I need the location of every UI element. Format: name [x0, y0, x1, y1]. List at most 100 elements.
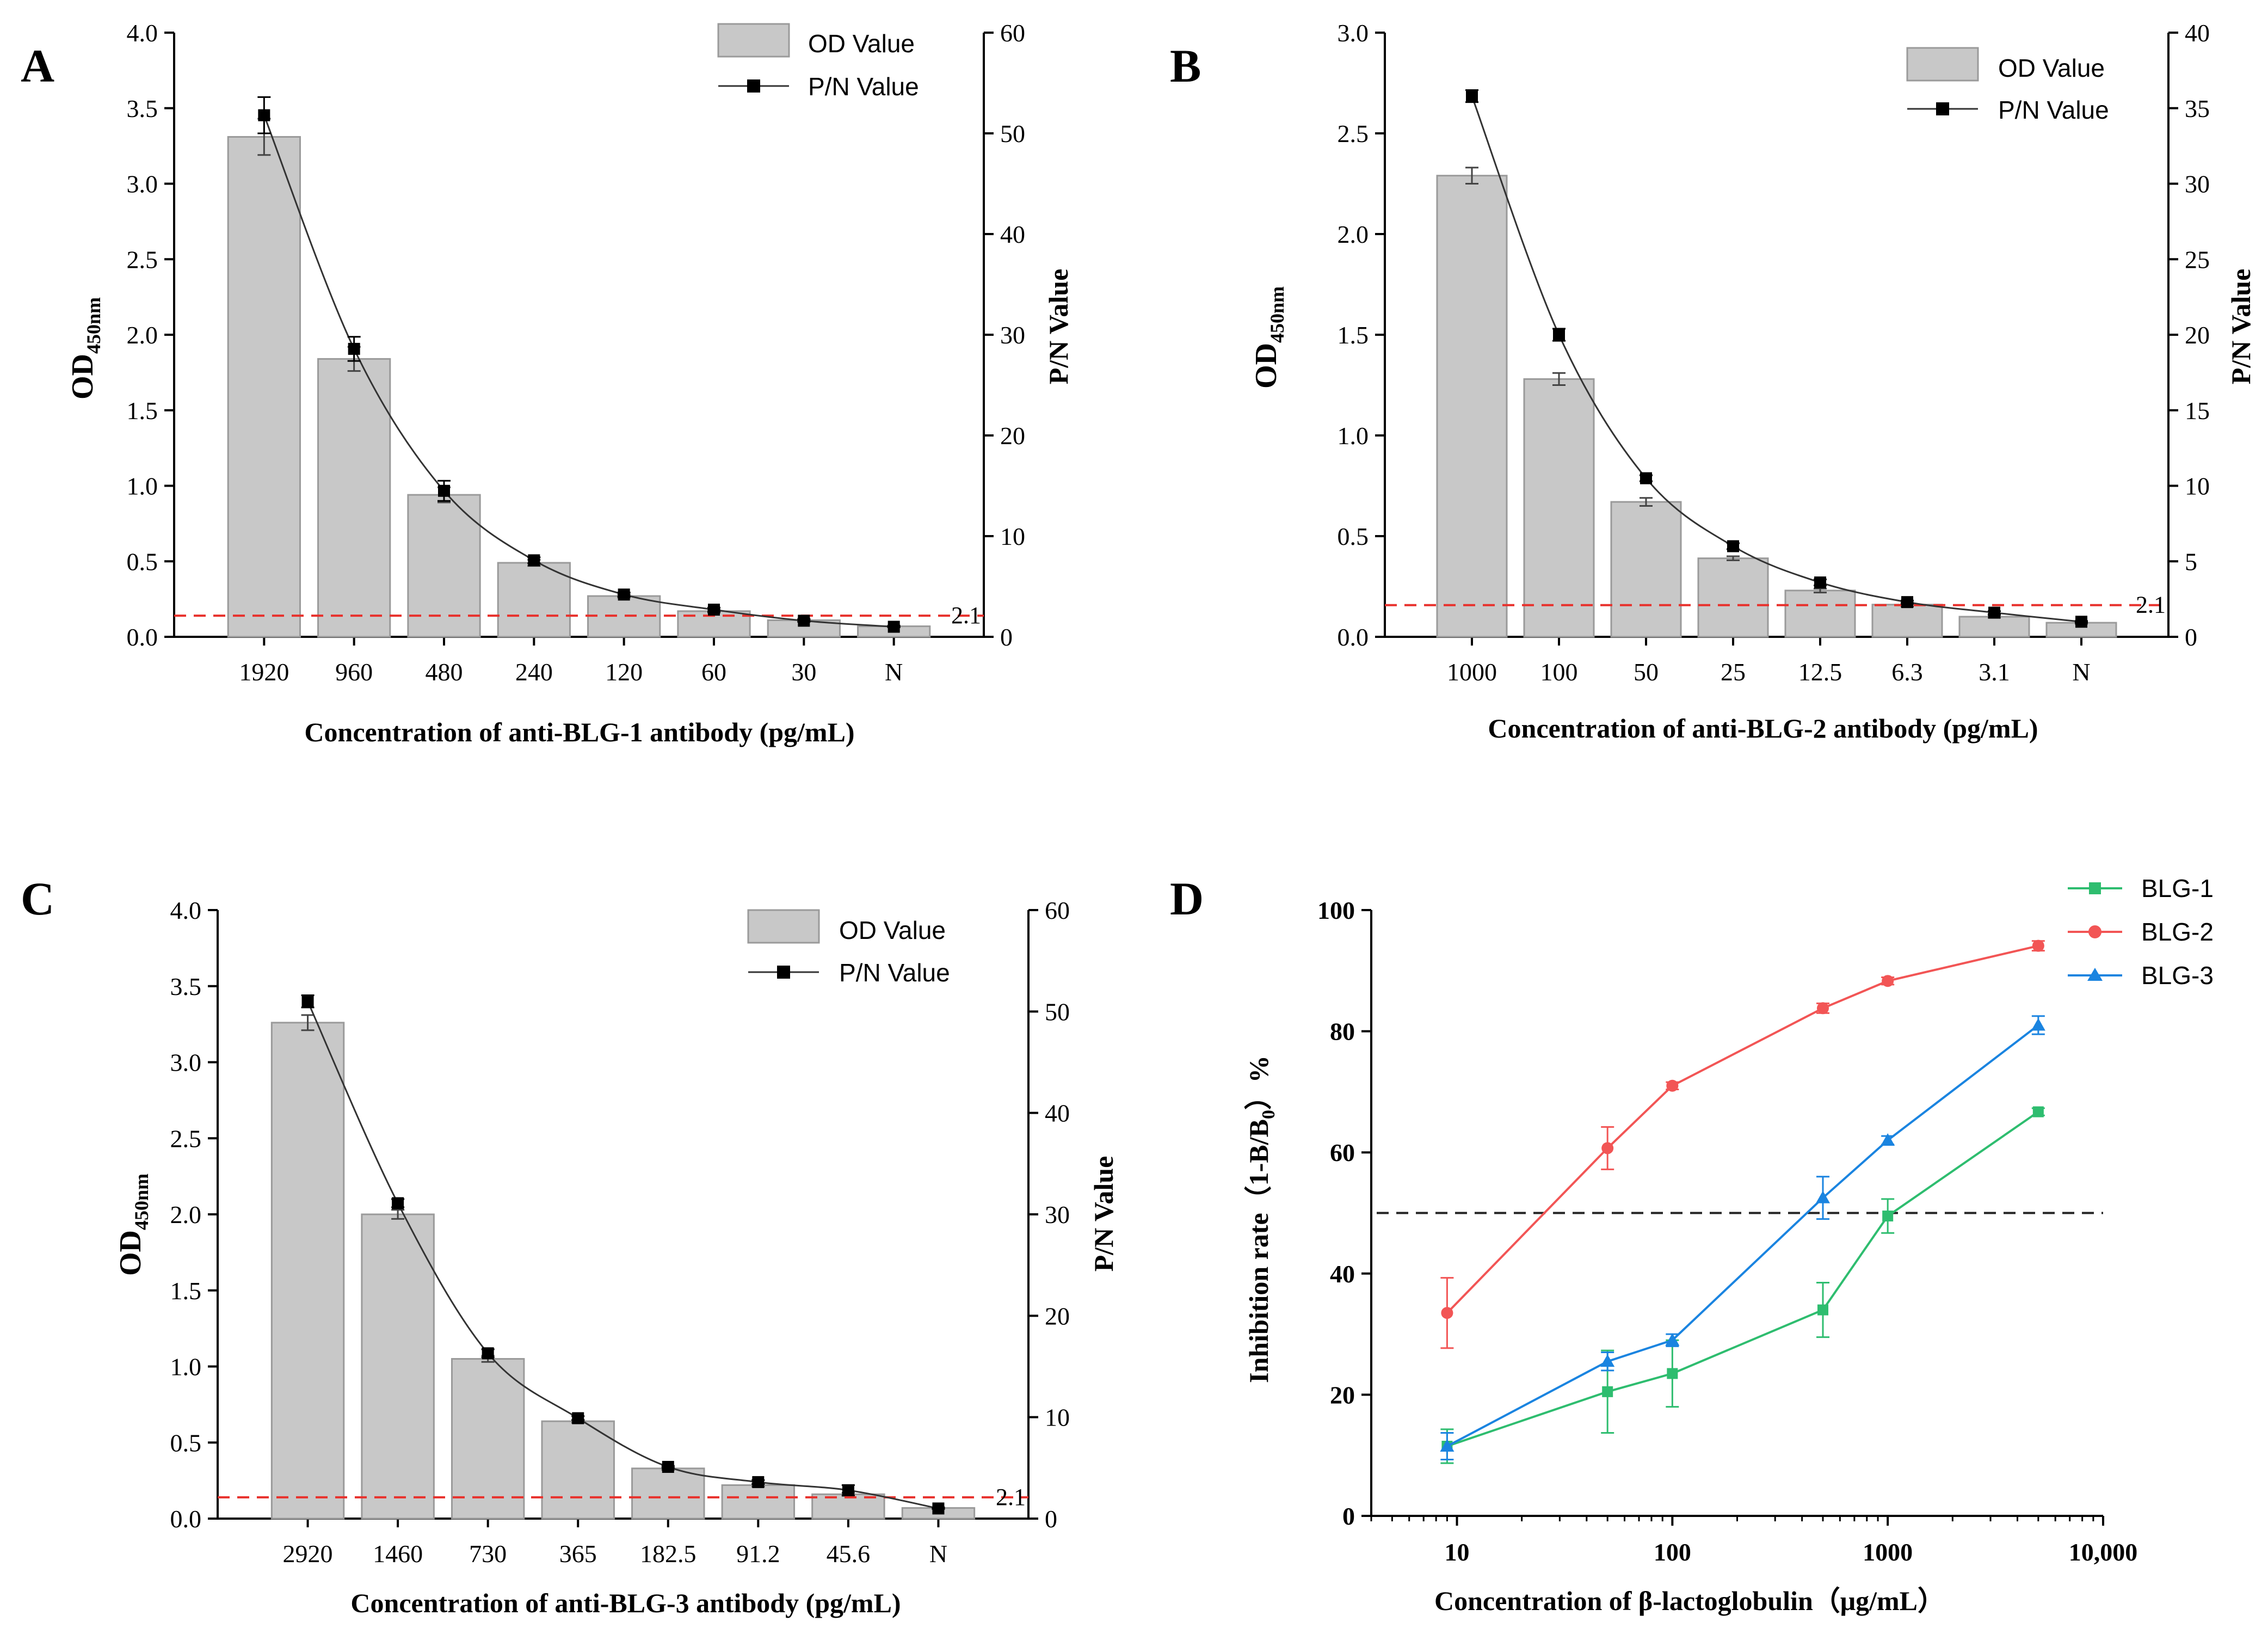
od-bar	[1436, 175, 1508, 638]
legend-blg2-marker	[2088, 925, 2101, 938]
pn-point	[1553, 329, 1565, 341]
od-bar	[317, 358, 391, 638]
x-tick-label: 730	[469, 1540, 507, 1568]
legend-pn-marker	[1936, 102, 1949, 115]
blg-1-point	[1602, 1386, 1613, 1397]
od-bar	[1523, 378, 1595, 638]
pn-point	[528, 554, 540, 567]
panel-b-y-title-main: OD	[1249, 343, 1283, 389]
x-tick-label: 100	[1654, 1538, 1691, 1566]
x-tick-label: 1000	[1863, 1538, 1913, 1566]
y-tick-label: 1.5	[170, 1277, 202, 1305]
legend-od-swatch	[1906, 47, 1979, 82]
panel-b-x-title: Concentration of anti-BLG-2 antibody (pg…	[1488, 713, 2038, 744]
y2-tick-label: 20	[2185, 321, 2210, 349]
y-tick-label: 0	[1342, 1502, 1355, 1530]
x-tick-label: 10,000	[2069, 1538, 2138, 1566]
blg-3-point	[1600, 1354, 1615, 1367]
x-tick-label: 10	[1445, 1538, 1470, 1566]
y2-tick-label: 0	[2185, 623, 2197, 651]
pn-point	[1901, 596, 1913, 609]
blg-3-line	[1446, 1024, 2039, 1447]
y-tick-label: 1.0	[127, 472, 158, 500]
legend-blg1-label: BLG-1	[2141, 874, 2214, 902]
panel-b-y2-title: P/N Value	[2226, 269, 2256, 385]
pn-point	[1727, 540, 1739, 552]
pn-point	[301, 995, 314, 1008]
x-tick-label: N	[885, 658, 903, 686]
y2-tick-label: 35	[2185, 95, 2210, 122]
od-bar	[1784, 589, 1856, 638]
y-tick-label: 0.5	[1338, 523, 1369, 550]
pn-point	[482, 1347, 494, 1360]
cutoff-label: 2.1	[951, 602, 981, 629]
x-tick-label: 120	[605, 658, 643, 686]
od-bar	[497, 562, 571, 638]
legend-pn-label: P/N Value	[839, 959, 950, 987]
y2-tick-label: 60	[1045, 896, 1070, 924]
legend-od-swatch	[747, 909, 820, 944]
panel-d-y-title-main: Inhibition rate（1-B/B	[1243, 1119, 1274, 1383]
panel-a-label: A	[21, 40, 54, 92]
y-tick-label: 1.0	[1338, 422, 1369, 450]
y2-tick-label: 25	[2185, 245, 2210, 273]
panel-c-legend: OD Value P/N Value	[747, 909, 950, 987]
y-tick-label: 0.0	[170, 1505, 202, 1533]
y-tick-label: 2.0	[1338, 220, 1369, 248]
panel-b-y-title: OD450nm	[1249, 286, 1288, 389]
blg-3-point	[1440, 1439, 1455, 1452]
legend-od-label: OD Value	[808, 29, 915, 58]
panel-a-y2-title: P/N Value	[1043, 269, 1074, 385]
blg-3-point	[1665, 1333, 1680, 1346]
legend-blg2-label: BLG-2	[2141, 918, 2214, 946]
panel-b-legend: OD Value P/N Value	[1906, 47, 2109, 124]
y2-tick-label: 0	[1000, 623, 1013, 651]
panel-c-y-title-main: OD	[114, 1230, 147, 1276]
y2-tick-label: 30	[2185, 170, 2210, 198]
pn-point	[1640, 472, 1652, 484]
panel-a-y-title-sub: 450nm	[83, 297, 104, 354]
panel-b: B OD Value P/N Value Concentration of an…	[1170, 19, 2256, 744]
x-tick-label: 960	[335, 658, 373, 686]
y-tick-label: 1.0	[170, 1353, 202, 1381]
y-tick-label: 4.0	[170, 896, 202, 924]
panel-a-y-title-main: OD	[66, 354, 100, 400]
blg-2-point	[1817, 1002, 1829, 1015]
panel-a: A OD Value P/N Value Concentration of an…	[21, 19, 1074, 747]
y2-tick-label: 0	[1045, 1505, 1057, 1533]
panel-d-x-title: Concentration of β-lactoglobulin（μg/mL）	[1434, 1586, 1945, 1616]
panel-c-label: C	[21, 873, 54, 925]
panel-d-y-title: Inhibition rate（1-B/B0）%	[1243, 1055, 1279, 1383]
blg-2-point	[1882, 975, 1894, 987]
legend-blg3-marker	[2087, 968, 2103, 981]
panel-c-x-title: Concentration of anti-BLG-3 antibody (pg…	[350, 1588, 901, 1618]
panel-a-y-title: OD450nm	[66, 297, 104, 400]
y2-tick-label: 5	[2185, 548, 2197, 575]
y-tick-label: 80	[1330, 1018, 1355, 1046]
x-tick-label: 3.1	[1979, 658, 2010, 686]
blg-2-point	[1601, 1142, 1614, 1154]
panel-a-x-title: Concentration of anti-BLG-1 antibody (pg…	[304, 717, 854, 747]
y-tick-label: 2.5	[170, 1125, 202, 1152]
pn-point	[842, 1484, 854, 1496]
y2-tick-label: 20	[1045, 1302, 1070, 1330]
x-tick-label: 365	[559, 1540, 597, 1568]
y2-tick-label: 10	[2185, 472, 2210, 500]
y2-tick-label: 40	[1045, 1099, 1070, 1127]
panel-c-y2-title: P/N Value	[1088, 1156, 1119, 1272]
y-tick-label: 0.5	[170, 1429, 202, 1457]
x-tick-label: 100	[1540, 658, 1578, 686]
od-bar	[1871, 604, 1943, 638]
panel-d-label: D	[1170, 873, 1204, 925]
x-tick-label: 12.5	[1798, 658, 1842, 686]
y-tick-label: 3.5	[127, 95, 158, 122]
x-tick-label: 30	[791, 658, 816, 686]
od-bar	[1958, 616, 2030, 638]
blg-1-point	[1882, 1211, 1894, 1222]
pn-point	[258, 109, 270, 121]
x-tick-label: 182.5	[640, 1540, 697, 1568]
x-tick-label: N	[2072, 658, 2090, 686]
legend-od-label: OD Value	[1998, 54, 2105, 82]
blg-3-point	[1816, 1190, 1831, 1203]
y-tick-label: 2.5	[1338, 120, 1369, 148]
